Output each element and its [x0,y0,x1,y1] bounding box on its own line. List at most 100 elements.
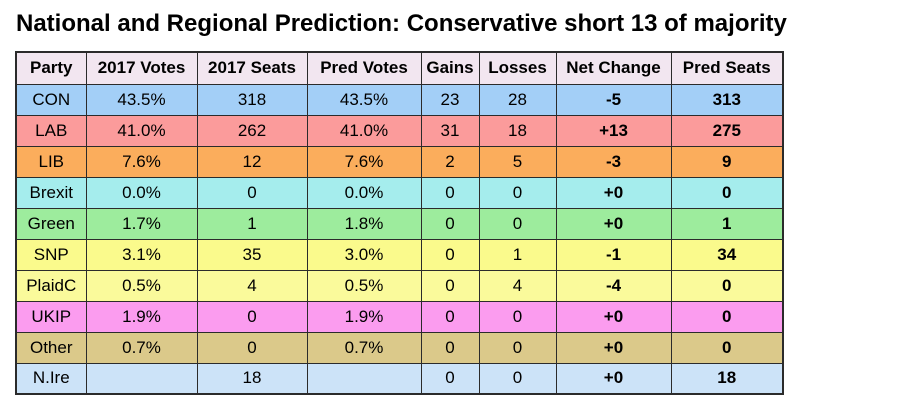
table-row-nire: N.Ire 18 0 0 +0 18 [15,362,784,395]
col-header-pred-votes: Pred Votes [306,51,422,85]
cell-net-change: -3 [555,145,672,178]
cell-2017-votes: 3.1% [85,238,198,271]
cell-pred-seats: 313 [670,83,784,116]
cell-pred-votes [306,362,422,395]
cell-losses: 0 [478,362,557,395]
col-header-net-change: Net Change [555,51,672,85]
cell-party: Green [15,207,87,240]
cell-2017-votes: 7.6% [85,145,198,178]
prediction-table: Party 2017 Votes 2017 Seats Pred Votes G… [15,51,784,395]
cell-gains: 0 [420,269,480,302]
cell-gains: 31 [420,114,480,147]
cell-gains: 2 [420,145,480,178]
table-row-other: Other 0.7% 0 0.7% 0 0 +0 0 [15,331,784,364]
col-header-losses: Losses [478,51,557,85]
cell-net-change: -4 [555,269,672,302]
cell-losses: 0 [478,331,557,364]
table-row-ukip: UKIP 1.9% 0 1.9% 0 0 +0 0 [15,300,784,333]
cell-2017-votes: 43.5% [85,83,198,116]
cell-pred-votes: 0.7% [306,331,422,364]
cell-pred-seats: 275 [670,114,784,147]
cell-pred-seats: 0 [670,300,784,333]
cell-pred-seats: 0 [670,331,784,364]
cell-pred-seats: 1 [670,207,784,240]
cell-2017-seats: 12 [196,145,308,178]
cell-party: PlaidC [15,269,87,302]
cell-pred-seats: 0 [670,269,784,302]
cell-pred-votes: 1.8% [306,207,422,240]
cell-pred-votes: 7.6% [306,145,422,178]
table-row-snp: SNP 3.1% 35 3.0% 0 1 -1 34 [15,238,784,271]
cell-party: N.Ire [15,362,87,395]
cell-2017-seats: 0 [196,331,308,364]
cell-pred-votes: 1.9% [306,300,422,333]
cell-losses: 28 [478,83,557,116]
table-row-brexit: Brexit 0.0% 0 0.0% 0 0 +0 0 [15,176,784,209]
cell-losses: 18 [478,114,557,147]
cell-party: LIB [15,145,87,178]
cell-2017-votes: 0.7% [85,331,198,364]
cell-2017-seats: 0 [196,176,308,209]
cell-pred-seats: 18 [670,362,784,395]
cell-losses: 0 [478,207,557,240]
cell-2017-seats: 35 [196,238,308,271]
cell-party: Other [15,331,87,364]
cell-2017-votes: 41.0% [85,114,198,147]
table-header-row: Party 2017 Votes 2017 Seats Pred Votes G… [15,51,784,85]
cell-gains: 0 [420,300,480,333]
cell-net-change: +0 [555,207,672,240]
cell-losses: 5 [478,145,557,178]
cell-net-change: +13 [555,114,672,147]
cell-gains: 23 [420,83,480,116]
table-row-green: Green 1.7% 1 1.8% 0 0 +0 1 [15,207,784,240]
col-header-party: Party [15,51,87,85]
col-header-2017-votes: 2017 Votes [85,51,198,85]
page-title: National and Regional Prediction: Conser… [16,10,787,37]
cell-pred-votes: 0.0% [306,176,422,209]
col-header-gains: Gains [420,51,480,85]
cell-2017-votes: 0.0% [85,176,198,209]
cell-2017-votes: 0.5% [85,269,198,302]
cell-net-change: +0 [555,362,672,395]
cell-party: Brexit [15,176,87,209]
cell-2017-seats: 0 [196,300,308,333]
cell-net-change: +0 [555,300,672,333]
cell-party: SNP [15,238,87,271]
cell-2017-votes: 1.9% [85,300,198,333]
cell-net-change: +0 [555,176,672,209]
cell-2017-votes [85,362,198,395]
cell-losses: 0 [478,176,557,209]
cell-losses: 4 [478,269,557,302]
cell-2017-seats: 1 [196,207,308,240]
table-row-con: CON 43.5% 318 43.5% 23 28 -5 313 [15,83,784,116]
table-row-plaidc: PlaidC 0.5% 4 0.5% 0 4 -4 0 [15,269,784,302]
cell-pred-votes: 3.0% [306,238,422,271]
cell-party: UKIP [15,300,87,333]
table-row-lib: LIB 7.6% 12 7.6% 2 5 -3 9 [15,145,784,178]
cell-2017-seats: 4 [196,269,308,302]
cell-losses: 0 [478,300,557,333]
col-header-pred-seats: Pred Seats [670,51,784,85]
cell-losses: 1 [478,238,557,271]
cell-party: LAB [15,114,87,147]
cell-2017-seats: 318 [196,83,308,116]
cell-2017-votes: 1.7% [85,207,198,240]
cell-gains: 0 [420,362,480,395]
cell-gains: 0 [420,238,480,271]
cell-pred-votes: 0.5% [306,269,422,302]
table-row-lab: LAB 41.0% 262 41.0% 31 18 +13 275 [15,114,784,147]
cell-2017-seats: 262 [196,114,308,147]
cell-net-change: +0 [555,331,672,364]
cell-pred-votes: 43.5% [306,83,422,116]
cell-pred-votes: 41.0% [306,114,422,147]
cell-gains: 0 [420,176,480,209]
col-header-2017-seats: 2017 Seats [196,51,308,85]
cell-gains: 0 [420,207,480,240]
cell-net-change: -1 [555,238,672,271]
cell-gains: 0 [420,331,480,364]
cell-2017-seats: 18 [196,362,308,395]
cell-pred-seats: 0 [670,176,784,209]
cell-net-change: -5 [555,83,672,116]
cell-party: CON [15,83,87,116]
cell-pred-seats: 34 [670,238,784,271]
